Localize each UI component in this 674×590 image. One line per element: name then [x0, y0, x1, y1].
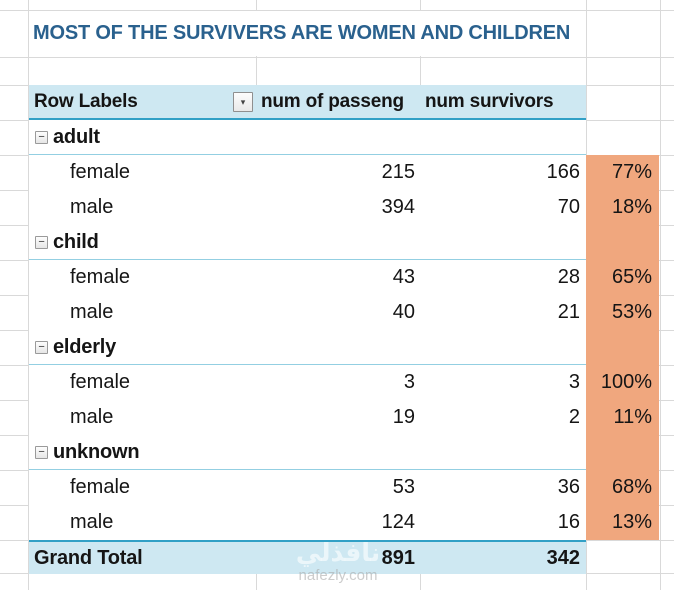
- collapse-icon[interactable]: −: [35, 130, 48, 144]
- title-cell: MOST OF THE SURVIVERS ARE WOMEN AND CHIL…: [29, 11, 586, 56]
- cell-passengers[interactable]: 53: [392, 476, 415, 498]
- grand-total-label[interactable]: Grand Total: [34, 546, 143, 569]
- gridline-h: [0, 57, 674, 58]
- percent-cell[interactable]: 13%: [611, 511, 652, 533]
- page-title: MOST OF THE SURVIVERS ARE WOMEN AND CHIL…: [33, 22, 571, 44]
- column-header-survivors[interactable]: num survivors: [425, 91, 554, 112]
- cell-survivors[interactable]: 166: [546, 161, 580, 183]
- grand-total-row: Grand Total 891 342: [29, 540, 586, 574]
- collapse-icon[interactable]: −: [35, 340, 48, 354]
- cell-gender[interactable]: male: [70, 406, 114, 428]
- cell-survivors[interactable]: 2: [568, 406, 580, 428]
- percent-cell[interactable]: 18%: [611, 196, 652, 218]
- group-label-cell[interactable]: − unknown: [29, 441, 586, 464]
- percent-cell-empty[interactable]: [586, 330, 659, 365]
- group-label: elderly: [53, 335, 117, 358]
- column-header-passengers[interactable]: num of passeng: [261, 91, 404, 112]
- percent-cell[interactable]: 68%: [611, 476, 652, 498]
- data-row: male 394 70: [29, 190, 586, 225]
- data-row: male 40 21: [29, 295, 586, 330]
- percent-cell[interactable]: 100%: [600, 371, 652, 393]
- cell-gender[interactable]: female: [70, 266, 131, 288]
- cell-passengers[interactable]: 19: [392, 406, 415, 428]
- cell-gender[interactable]: male: [70, 196, 114, 218]
- row-labels-header[interactable]: Row Labels: [34, 91, 138, 112]
- chevron-down-icon: ▾: [240, 96, 246, 107]
- data-row: female 215 166: [29, 155, 586, 190]
- grand-total-passengers[interactable]: 891: [381, 546, 415, 569]
- group-row-adult: − adult: [29, 120, 586, 155]
- cell-survivors[interactable]: 70: [557, 196, 580, 218]
- data-row: male 124 16: [29, 505, 586, 540]
- cell-passengers[interactable]: 124: [381, 511, 415, 533]
- cell-passengers[interactable]: 3: [403, 371, 415, 393]
- cell-survivors[interactable]: 28: [557, 266, 580, 288]
- cell-survivors[interactable]: 16: [557, 511, 580, 533]
- grand-total-survivors[interactable]: 342: [546, 546, 580, 569]
- group-label-cell[interactable]: − elderly: [29, 336, 586, 359]
- cell-passengers[interactable]: 394: [381, 196, 415, 218]
- percent-column: 77% 18% 65% 53% 100% 11% 68% 13%: [586, 155, 659, 540]
- cell-passengers[interactable]: 215: [381, 161, 415, 183]
- percent-cell[interactable]: 53%: [611, 301, 652, 323]
- group-label-cell[interactable]: − child: [29, 231, 586, 254]
- group-row-unknown: − unknown: [29, 435, 586, 470]
- data-row: female 43 28: [29, 260, 586, 295]
- cell-gender[interactable]: male: [70, 511, 114, 533]
- header-row: Row Labels ▾ num of passeng num survivor…: [29, 85, 586, 120]
- group-label: child: [53, 230, 99, 253]
- gridline-h: [0, 10, 674, 11]
- data-row: female 3 3: [29, 365, 586, 400]
- percent-cell[interactable]: 65%: [611, 266, 652, 288]
- cell-passengers[interactable]: 40: [392, 301, 415, 323]
- percent-cell[interactable]: 11%: [613, 406, 652, 428]
- cell-survivors[interactable]: 3: [568, 371, 580, 393]
- filter-dropdown-button[interactable]: ▾: [233, 92, 253, 112]
- collapse-icon[interactable]: −: [35, 235, 48, 249]
- group-label: unknown: [53, 440, 140, 463]
- data-row: female 53 36: [29, 470, 586, 505]
- cell-survivors[interactable]: 21: [557, 301, 580, 323]
- percent-cell-empty[interactable]: [586, 435, 659, 470]
- pivot-table: Row Labels ▾ num of passeng num survivor…: [29, 85, 586, 574]
- group-label-cell[interactable]: − adult: [29, 126, 586, 149]
- cell-gender[interactable]: female: [70, 476, 131, 498]
- cell-gender[interactable]: female: [70, 371, 131, 393]
- data-row: male 19 2: [29, 400, 586, 435]
- percent-cell-empty[interactable]: [586, 225, 659, 260]
- cell-passengers[interactable]: 43: [392, 266, 415, 288]
- collapse-icon[interactable]: −: [35, 445, 48, 459]
- group-row-elderly: − elderly: [29, 330, 586, 365]
- group-label: adult: [53, 125, 100, 148]
- cell-gender[interactable]: female: [70, 161, 131, 183]
- percent-cell[interactable]: 77%: [611, 161, 652, 183]
- group-row-child: − child: [29, 225, 586, 260]
- cell-gender[interactable]: male: [70, 301, 114, 323]
- cell-survivors[interactable]: 36: [557, 476, 580, 498]
